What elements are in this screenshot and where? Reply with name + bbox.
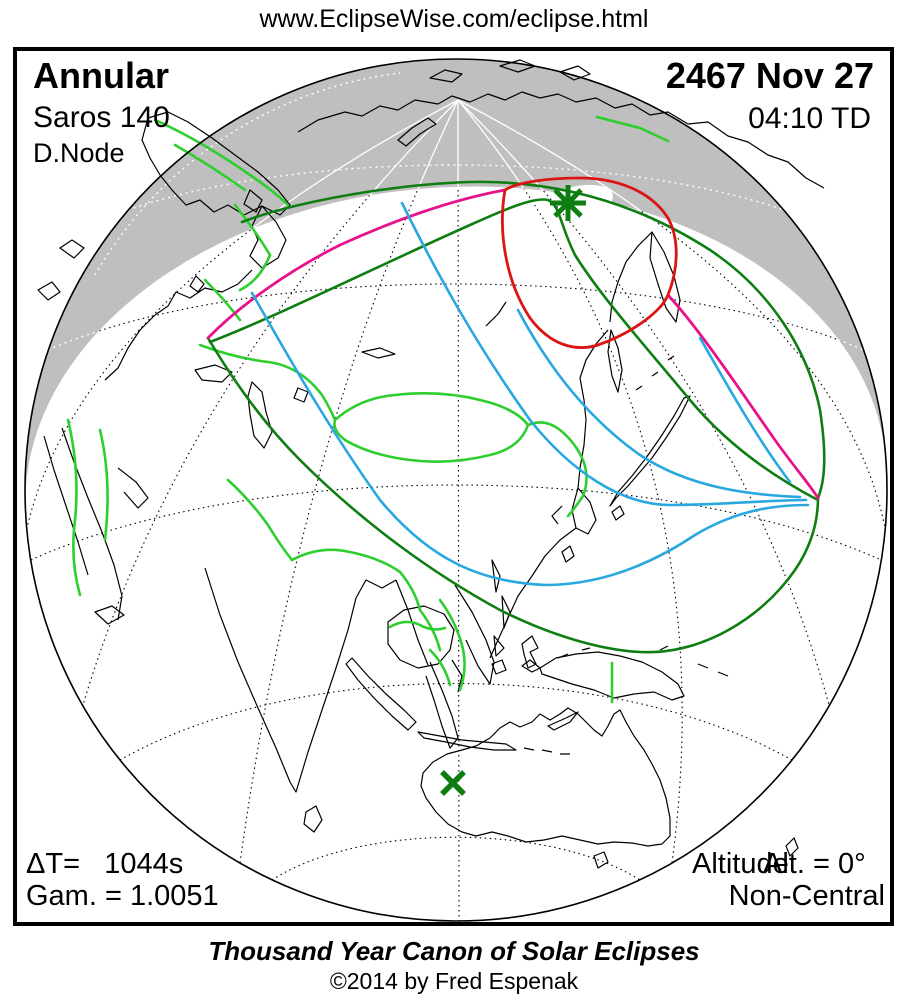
eclipse-curves [206, 176, 826, 654]
eclipse-type-label: Annular [33, 55, 170, 96]
globe-limb [24, 58, 888, 922]
greatest-eclipse-marker [550, 185, 586, 221]
eclipse-date-label: 2467 Nov 27 [665, 55, 874, 96]
annular-path-loop [501, 176, 678, 349]
caption-copyright: ©2014 by Fred Espenak [329, 968, 579, 994]
central-status-label: Non-Central [728, 880, 885, 912]
night-shade [24, 58, 887, 515]
altitude-value-label: Alt. = 0° [763, 848, 866, 880]
penumbral-limit-south [206, 336, 820, 654]
eclipse-time-label: 04:10 TD [748, 102, 871, 135]
coastlines [37, 59, 825, 869]
eclipse-contour-2 [400, 201, 808, 507]
altitude-word-label: Altitude [692, 848, 789, 880]
eclipse-contour-4 [698, 336, 792, 484]
caption-title: Thousand Year Canon of Solar Eclipses [208, 936, 700, 966]
eclipse-contour-3 [516, 308, 802, 499]
globe-disc [25, 59, 887, 921]
sunrise-sunset-limit-west [206, 188, 507, 340]
delta-t-label: ΔT= 1044s [26, 848, 184, 880]
sub-solar-marker [440, 770, 466, 796]
eclipse-contour-1 [250, 291, 810, 587]
saros-label: Saros 140 [33, 101, 170, 134]
site-url-label: www.EclipseWise.com/eclipse.html [259, 5, 649, 33]
sunrise-sunset-limit-east [666, 293, 820, 500]
node-label: D.Node [33, 138, 125, 168]
max-eclipse-line [208, 198, 818, 501]
gamma-label: Gam. = 1.0051 [26, 880, 219, 912]
